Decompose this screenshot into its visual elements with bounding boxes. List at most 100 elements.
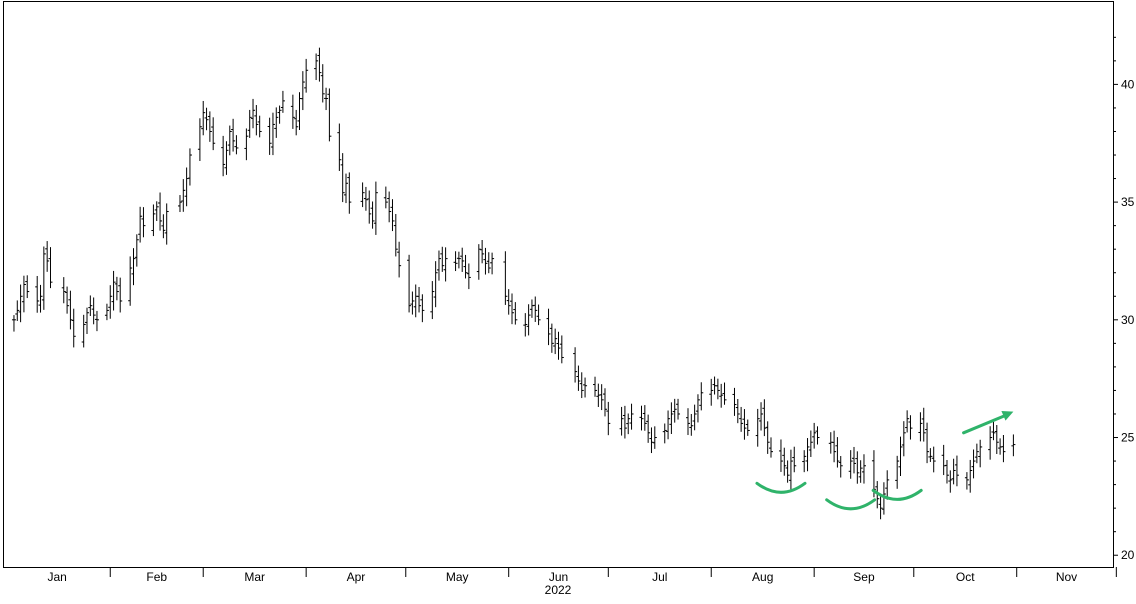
y-tick-label: 40	[1121, 77, 1135, 91]
ohlc-bar	[270, 112, 275, 156]
ohlc-bar	[988, 426, 993, 460]
y-tick-label: 20	[1121, 548, 1135, 562]
ohlc-bar	[974, 443, 979, 464]
ohlc-bar	[523, 313, 528, 337]
ohlc-bar	[138, 206, 143, 243]
ohlc-bar	[901, 421, 906, 457]
ohlc-bar	[692, 404, 697, 431]
ohlc-bar	[669, 402, 674, 435]
ohlc-bar	[622, 405, 627, 439]
ohlc-bar	[759, 402, 764, 431]
ohlc-bar	[277, 105, 282, 124]
ohlc-bar	[925, 422, 930, 464]
ohlc-bar	[1011, 434, 1016, 457]
ohlc-bar	[646, 414, 651, 443]
ohlc-bar	[490, 252, 495, 275]
ohlc-bar	[317, 47, 322, 82]
ohlc-bar	[25, 275, 30, 299]
ohlc-bar	[104, 303, 109, 321]
ohlc-bar	[304, 58, 309, 93]
ohlc-bar	[211, 117, 216, 151]
ohlc-bar	[440, 246, 445, 272]
ohlc-bar	[792, 446, 797, 473]
ohlc-bar	[742, 409, 747, 440]
ohlc-bar	[755, 408, 760, 447]
x-tick-label: Jul	[652, 570, 667, 584]
ohlc-bar	[593, 376, 598, 397]
ohlc-bar	[71, 308, 76, 348]
ohlc-bar	[944, 460, 949, 484]
ohlc-bar	[861, 454, 866, 484]
ohlc-bar	[858, 460, 863, 483]
ohlc-bar	[699, 382, 704, 411]
ohlc-bar	[606, 401, 611, 436]
ohlc-bar	[247, 109, 252, 138]
ohlc-bar	[466, 263, 471, 290]
ohlc-bar	[855, 451, 860, 484]
ohlc-bar	[81, 314, 86, 348]
ohlc-bar	[583, 377, 588, 398]
y-tick-label: 30	[1121, 313, 1135, 327]
ohlc-bar	[463, 254, 468, 279]
ohlc-bar	[941, 444, 946, 476]
x-tick-label: Aug	[752, 570, 773, 584]
ohlc-bar	[778, 439, 783, 472]
ohlc-bar	[649, 427, 654, 454]
ohlc-bar	[111, 270, 116, 311]
annotations	[755, 411, 1014, 511]
x-tick-label: Feb	[146, 570, 167, 584]
ohlc-bar	[722, 382, 727, 405]
ohlc-bar	[347, 172, 352, 214]
ohlc-bar	[251, 98, 256, 129]
ohlc-bar	[184, 167, 189, 207]
ohlc-bar	[460, 247, 465, 272]
ohlc-bar	[513, 302, 518, 325]
ohlc-bar	[480, 240, 485, 264]
ohlc-bar	[197, 118, 202, 162]
ohlc-bar	[951, 458, 956, 485]
ohlc-bar	[626, 413, 631, 435]
ohlc-bar	[978, 439, 983, 468]
x-tick-label: Jun	[549, 570, 568, 584]
ohlc-bar	[360, 182, 365, 208]
ohlc-bar	[294, 109, 299, 136]
ohlc-bar	[619, 406, 624, 436]
ohlc-bar	[324, 87, 329, 111]
ohlc-bar	[290, 94, 295, 129]
ohlc-bar	[553, 328, 558, 355]
x-tick-label: Mar	[244, 570, 265, 584]
ohlc-bar	[602, 388, 607, 417]
ohlc-bar	[244, 128, 249, 161]
ohlc-bar	[201, 100, 206, 136]
ohlc-bar	[436, 250, 441, 281]
ohlc-bar	[579, 372, 584, 399]
ohlc-bar	[639, 405, 644, 431]
ohlc-bar	[928, 448, 933, 462]
ohlc-bar	[852, 446, 857, 474]
x-tick-label: Oct	[956, 570, 975, 584]
y-tick-label: 35	[1121, 195, 1135, 209]
ohlc-bar	[642, 405, 647, 431]
ohlc-bar	[536, 304, 541, 326]
ohlc-bar	[297, 92, 302, 130]
ohlc-bar	[808, 430, 813, 457]
ohlc-bar	[85, 307, 90, 334]
x-axis: Jan Feb Mar Apr May Jun Jul Aug Sep Oct Nov	[47, 567, 1117, 584]
ohlc-bar	[420, 294, 425, 323]
ohlc-bar	[61, 277, 66, 304]
ohlc-bar	[968, 459, 973, 493]
ohlc-bar	[234, 135, 239, 155]
ohlc-bar	[114, 276, 119, 301]
ohlc-bar	[739, 406, 744, 432]
ohlc-bar	[715, 378, 720, 400]
ohlc-bar	[373, 181, 378, 235]
trend-arrow-head	[1001, 411, 1014, 421]
ohlc-bar	[383, 186, 388, 209]
ohlc-bar	[267, 117, 272, 155]
ohlc-bar	[898, 436, 903, 477]
ohlc-bar	[662, 423, 667, 444]
ohlc-bar	[363, 186, 368, 211]
ohlc-bar	[815, 426, 820, 445]
ohlc-bar	[549, 323, 554, 353]
